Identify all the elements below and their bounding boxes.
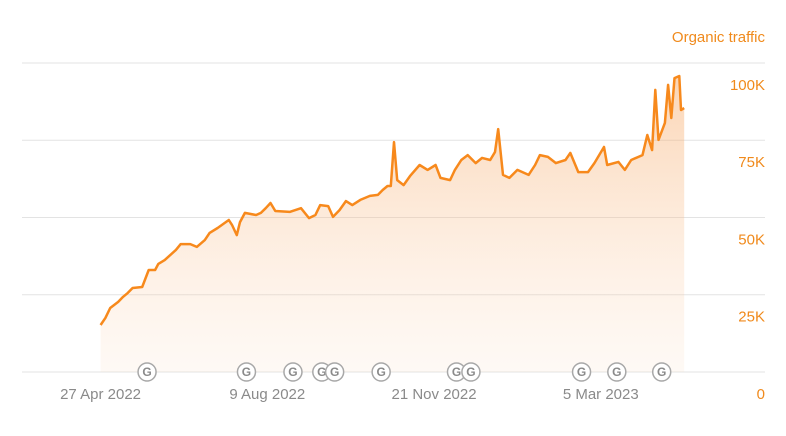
update-marker: G [236,362,257,382]
update-marker-label: G [657,365,666,379]
y-tick-label: 50K [738,231,765,248]
y-tick-label: 0 [757,386,765,403]
update-marker-label: G [330,365,339,379]
update-marker-label: G [466,365,475,379]
chart-title: Organic traffic [672,29,766,46]
update-marker-circle [651,362,672,382]
x-tick-label: 27 Apr 2022 [60,386,141,403]
update-marker-label: G [288,365,297,379]
update-marker-label: G [612,365,621,379]
update-marker-circle [324,362,345,382]
update-marker-circle [607,362,627,382]
x-tick-label: 5 Mar 2023 [563,386,639,403]
update-marker: G [651,362,672,382]
update-marker: G [137,362,157,382]
y-tick-label: 25K [738,309,765,326]
y-tick-label: 100K [730,77,765,94]
y-tick-label: 75K [738,154,765,171]
update-marker: G [324,362,345,382]
update-marker-label: G [376,365,385,379]
series-line [99,74,685,326]
update-marker-circle [137,362,157,382]
update-marker-circle [236,362,257,382]
update-marker: G [571,362,592,382]
update-marker-label: G [142,365,151,379]
x-tick-label: 9 Aug 2022 [229,386,305,403]
update-marker: G [283,362,303,382]
update-marker-label: G [242,365,251,379]
update-marker-label: G [452,365,461,379]
update-marker-circle [371,362,391,382]
area-fill [100,76,685,372]
update-marker: G [461,362,481,382]
update-marker-label: G [577,365,586,379]
update-marker: G [371,362,391,382]
update-marker-label: G [317,365,326,379]
update-marker-circle [571,362,592,382]
update-marker: G [607,362,627,382]
update-marker-circle [283,362,303,382]
update-marker-circle [461,362,481,382]
x-tick-label: 21 Nov 2022 [392,386,477,403]
